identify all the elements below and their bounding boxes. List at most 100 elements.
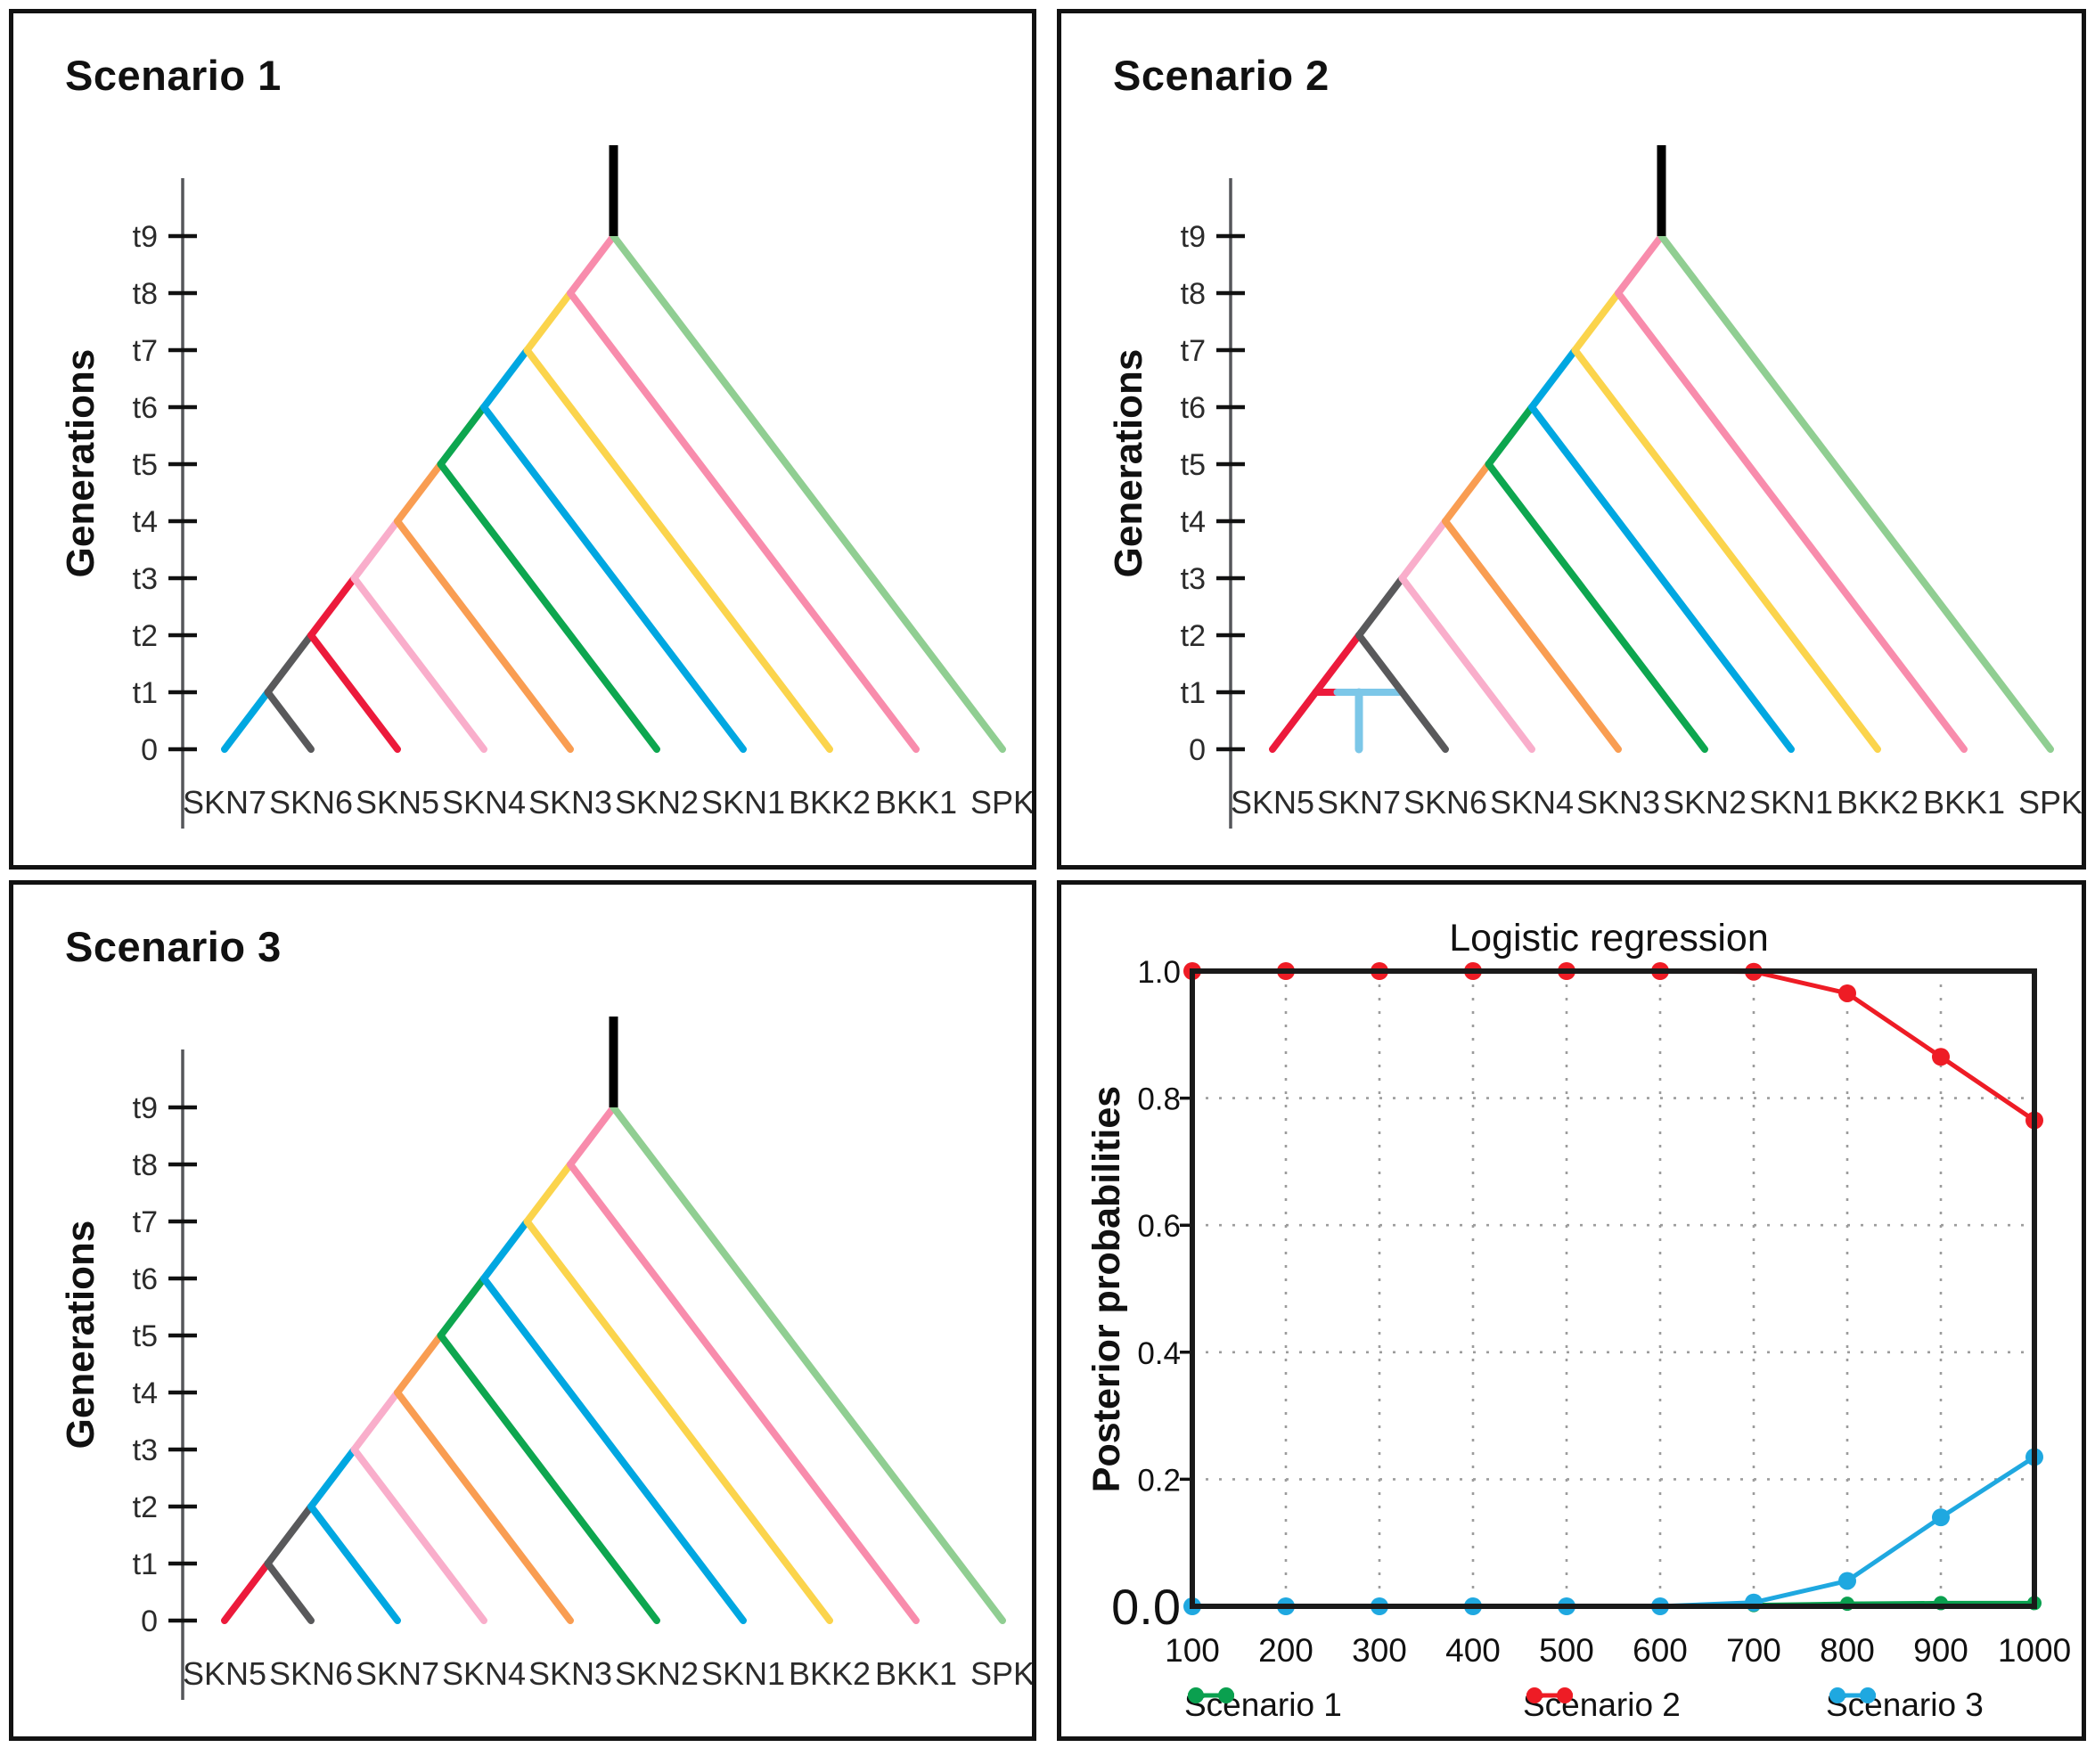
- axis-tick-label: t4: [1181, 505, 1206, 539]
- tip-label-SKN7: SKN7: [356, 1655, 439, 1692]
- axis-tick-label: t6: [133, 391, 158, 425]
- tree-branch-BKK1: [567, 1161, 920, 1624]
- y-tick-label: 0.6: [1137, 1209, 1181, 1244]
- legend-item-1: Scenario 1: [1184, 1685, 1342, 1726]
- axis-tick-label: t3: [1181, 562, 1206, 596]
- tree-branch-SKN1: [480, 404, 747, 753]
- ancestral-branch-SKN4: [350, 518, 401, 582]
- ancestral-branch-SKN6: [264, 1503, 315, 1567]
- y-tick-labels: 1.0 0.8 0.6 0.4 0.2 0.0: [1111, 955, 1181, 1635]
- legend-marker-icon: [1526, 1687, 1573, 1703]
- tip-label-BKK2: BKK2: [1837, 784, 1919, 821]
- tip-label-SKN2: SKN2: [1663, 784, 1747, 821]
- ancestral-branch-SKN5: [307, 575, 358, 639]
- axis-tick-label: t1: [133, 676, 158, 710]
- series-line: [1192, 1455, 2036, 1609]
- ancestral-branch-SKN6: [1355, 575, 1406, 639]
- ancestral-branch-SKN4: [350, 1389, 401, 1453]
- axis-tick-label: t7: [133, 1205, 158, 1239]
- axis-tick-label: t2: [133, 1490, 158, 1524]
- axis-tick-label: t8: [133, 277, 158, 311]
- axis-tick-label: t5: [1181, 448, 1206, 482]
- axis-tick-label: t9: [1181, 220, 1206, 254]
- axis-tick-label: t8: [1181, 277, 1206, 311]
- gridlines: [1191, 971, 2036, 1606]
- tree-branches: [1269, 233, 2054, 754]
- axis-tick-label: t1: [1181, 676, 1206, 710]
- y-tick-label: 1.0: [1137, 955, 1181, 990]
- series-scenario-3: [1183, 1448, 2043, 1615]
- legend-marker-icon: [1188, 1687, 1234, 1703]
- legend-dot: [1860, 1687, 1876, 1703]
- axis-tick-label: t5: [133, 1319, 158, 1353]
- plot-frame: [1190, 968, 2037, 1609]
- tree-branch-SKN3: [394, 1389, 574, 1624]
- logistic-regression-panel: 100 200 300 400 500 600 700 800 900 1000 1.0 0.8 0.6…: [1057, 880, 2086, 1741]
- tree-branch-BKK1: [1615, 290, 1968, 753]
- axis-tick-label: t6: [1181, 391, 1206, 425]
- x-tick-label: 1000: [1998, 1632, 2071, 1669]
- axis-tick-label: t2: [1181, 619, 1206, 653]
- tip-label-BKK2: BKK2: [789, 1655, 871, 1692]
- tree-branch-BKK2: [1571, 347, 1881, 753]
- series-line: [1192, 968, 2036, 1123]
- tip-label-BKK1: BKK1: [1923, 784, 2005, 821]
- legend-label: Scenario 2: [1523, 1686, 1681, 1723]
- legend-dot: [1218, 1687, 1234, 1703]
- axis-tick-label: t3: [133, 1433, 158, 1467]
- ancestral-branch-BKK1: [567, 1104, 618, 1168]
- ancestral-branch-SKN7: [307, 1446, 358, 1510]
- tip-labels: SKN5 SKN6 SKN7 SKN4 SKN3 SKN2 SKN1 BKK2 BKK1 SPK: [183, 1655, 1032, 1692]
- tip-label-SKN1: SKN1: [701, 784, 785, 821]
- y-tick-label: 0.8: [1137, 1082, 1181, 1117]
- tree-branch-SKN7: [307, 1503, 401, 1624]
- data-point: [1838, 1572, 1856, 1590]
- axis-tick-label: t6: [133, 1262, 158, 1296]
- axis-tick-label: t9: [133, 220, 158, 254]
- tip-labels: SKN5 SKN7 SKN6 SKN4 SKN3 SKN2 SKN1 BKK2 BKK1 SPK: [1231, 784, 2082, 821]
- tree-branch-SKN5: [221, 1560, 272, 1624]
- axis-tick-label: 0: [141, 733, 158, 767]
- x-tick-label: 600: [1633, 1632, 1688, 1669]
- tip-labels: SKN7 SKN6 SKN5 SKN4 SKN3 SKN2 SKN1 BKK2 BKK1 SPK: [183, 784, 1032, 821]
- tree-branch-SKN1: [1528, 404, 1795, 753]
- tree-branch-SKN6: [264, 689, 315, 753]
- axis-tick-label: t2: [133, 619, 158, 653]
- tree-branch-SKN3: [394, 518, 574, 753]
- ancestral-branch-BKK2: [523, 290, 574, 354]
- tip-label-SKN2: SKN2: [615, 784, 699, 821]
- tip-label-SKN1: SKN1: [1749, 784, 1833, 821]
- tip-label-SKN2: SKN2: [615, 1655, 699, 1692]
- scenario-3-title: Scenario 3: [65, 923, 282, 970]
- tip-label-SKN3: SKN3: [528, 784, 612, 821]
- legend-dot: [1526, 1687, 1543, 1703]
- tree-branch-SKN4: [350, 1446, 487, 1624]
- ancestral-branch-SKN4: [1398, 518, 1449, 582]
- ancestral-branch-BKK2: [523, 1161, 574, 1225]
- x-tick-label: 800: [1820, 1632, 1875, 1669]
- tip-label-SKN7: SKN7: [183, 784, 266, 821]
- tip-label-SKN5: SKN5: [356, 784, 439, 821]
- tip-label-SKN1: SKN1: [701, 1655, 785, 1692]
- tip-label-SPK: SPK: [970, 1655, 1032, 1692]
- tip-label-SKN4: SKN4: [442, 784, 526, 821]
- legend-label: Scenario 1: [1184, 1686, 1342, 1723]
- legend-label: Scenario 3: [1826, 1686, 1984, 1723]
- generations-axis: 0 t1 t2 t3 t4 t5 t6 t7 t8 t9: [133, 1049, 197, 1700]
- axis-tick-label: t8: [133, 1148, 158, 1182]
- tree-branch-BKK2: [523, 1218, 833, 1624]
- axis-tick-label: t5: [133, 448, 158, 482]
- data-point: [1932, 1508, 1950, 1527]
- tip-label-SKN6: SKN6: [269, 784, 353, 821]
- generations-axis: 0 t1 t2 t3 t4 t5 t6 t7 t8 t9: [1181, 178, 1245, 829]
- tree-branch-SKN6: [1355, 632, 1449, 753]
- axis-tick-label: 0: [141, 1605, 158, 1638]
- legend-dot: [1829, 1687, 1845, 1703]
- ancestral-branch-BKK1: [567, 233, 618, 297]
- tree-branch-SPK: [1657, 233, 2054, 753]
- x-tick-label: 900: [1913, 1632, 1968, 1669]
- tree-branch-SKN6: [264, 1560, 315, 1624]
- tip-label-SKN5: SKN5: [183, 1655, 266, 1692]
